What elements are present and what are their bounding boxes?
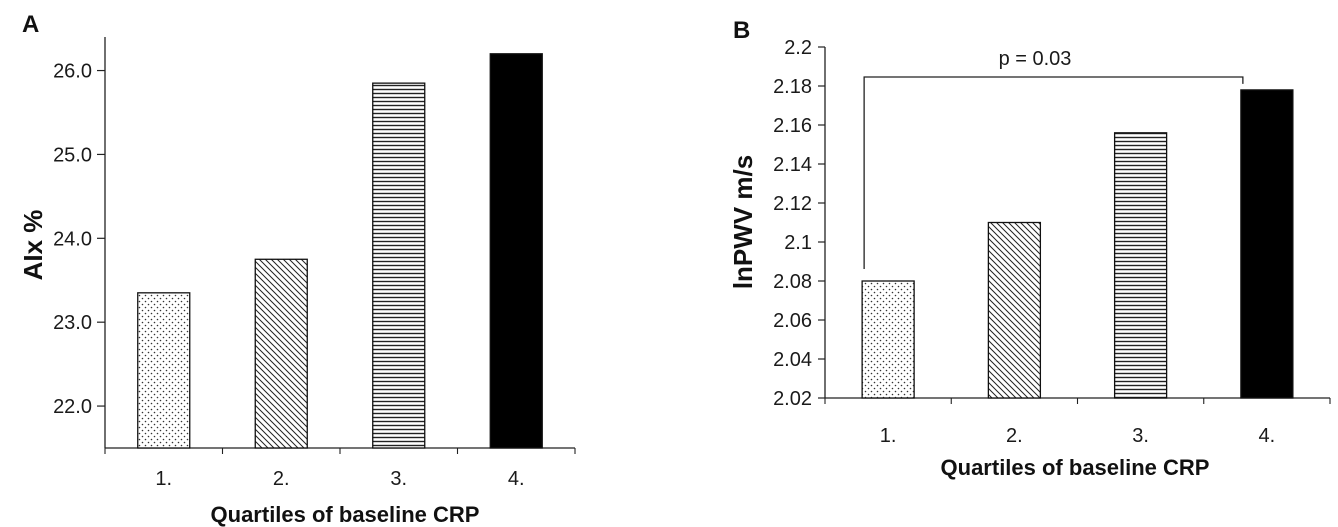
panel-a-y-tick-label: 22.0 [53, 396, 92, 418]
panel-b-y-tick-label: 2.16 [773, 115, 812, 137]
panel-b-y-tick-label: 2.04 [773, 349, 812, 371]
p-value-annotation: p = 0.03 [999, 48, 1072, 70]
panel-b-y-tick-label: 2.08 [773, 271, 812, 293]
panel-a-y-tick-label: 23.0 [53, 312, 92, 334]
panel-a-x-tick-label: 4. [508, 468, 525, 490]
panel-b-x-tick-label: 2. [1006, 425, 1023, 447]
panel-b-y-axis-label: lnPWV m/s [728, 155, 758, 289]
panel-b-bar-2 [987, 221, 1042, 399]
panel-a-bar-4 [489, 53, 543, 449]
panel-a-y-tick-label: 24.0 [53, 228, 92, 250]
panel-b-y-tick-label: 2.06 [773, 310, 812, 332]
panel-b-y-tick-label: 2.2 [784, 37, 812, 59]
panel-b-chart: B lnPWV m/s Quartiles of baseline CRP p … [728, 17, 1331, 480]
panel-b-bar-1 [861, 280, 915, 399]
panel-b-label: B [733, 17, 750, 44]
panel-a-bar-1 [137, 292, 191, 449]
panel-b-y-tick-label: 2.18 [773, 76, 812, 98]
panel-b-x-tick-label: 4. [1259, 425, 1276, 447]
panel-b-bar-3 [1113, 132, 1168, 399]
panel-a-chart: A AIx % Quartiles of baseline CRP 22.0 23… [18, 11, 576, 527]
panel-b-y-tick-label: 2.12 [773, 193, 812, 215]
panel-a-y-tick-label: 25.0 [53, 144, 92, 166]
panel-a-y-axis-label: AIx % [18, 210, 48, 281]
panel-a-x-tick-label: 2. [273, 468, 290, 490]
significance-bracket [863, 76, 1244, 269]
panel-b-y-tick-label: 2.1 [784, 232, 812, 254]
panel-a-label: A [22, 11, 39, 38]
panel-a-bar-3 [372, 82, 426, 449]
panel-b-x-axis-label: Quartiles of baseline CRP [941, 455, 1210, 480]
panel-b-x-tick-label: 3. [1132, 425, 1149, 447]
panel-b-bar-4 [1240, 89, 1294, 399]
panel-a-y-tick-label: 26.0 [53, 61, 92, 83]
panel-a-x-tick-label: 1. [155, 468, 172, 490]
panel-b-x-tick-label: 1. [880, 425, 897, 447]
panel-b-y-tick-label: 2.14 [773, 154, 812, 176]
panel-b-y-tick-label: 2.02 [773, 388, 812, 410]
panel-a-bar-2 [254, 258, 308, 449]
panel-a-x-tick-label: 3. [390, 468, 407, 490]
panel-a-x-axis-label: Quartiles of baseline CRP [211, 502, 480, 527]
